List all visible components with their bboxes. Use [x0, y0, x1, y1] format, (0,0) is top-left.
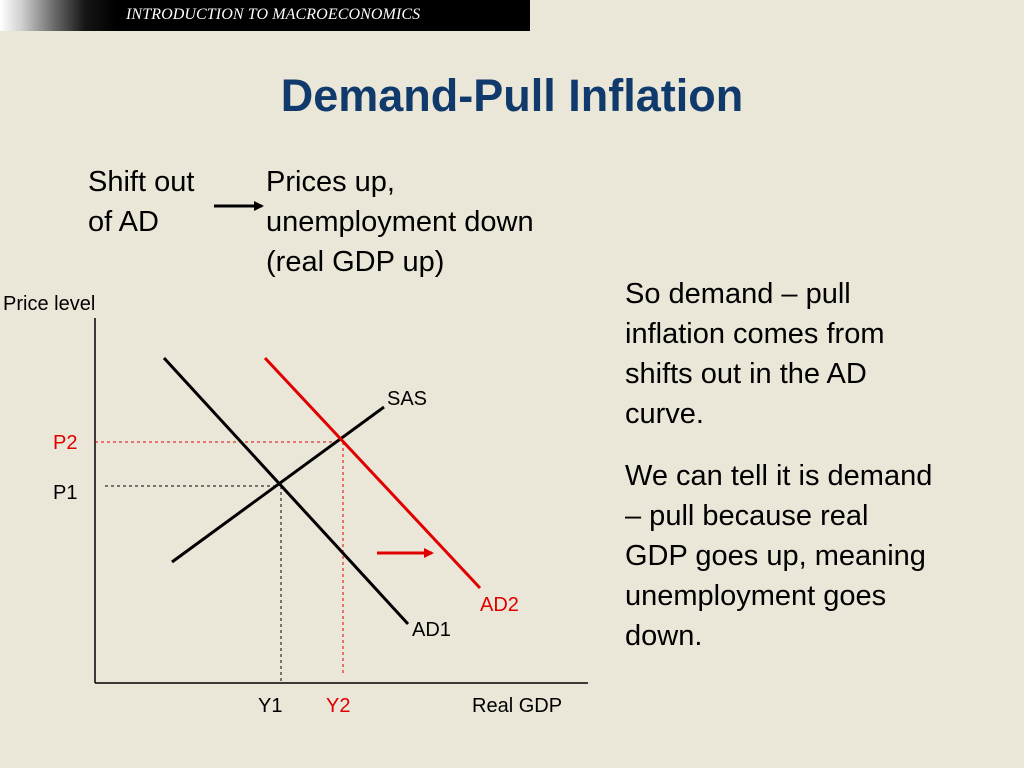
shift-line: Shift out [88, 166, 195, 198]
x-axis-label: Real GDP [472, 695, 562, 717]
sas-curve [171, 405, 385, 564]
y-axis-label: Price level [3, 293, 95, 315]
explanation-line: curve. [625, 398, 704, 430]
explanation-line: shifts out in the AD [625, 358, 867, 390]
ad2-curve [263, 356, 482, 590]
ad1-label: AD1 [412, 619, 451, 641]
p1-label: P1 [53, 482, 77, 504]
explanation-line: down. [625, 620, 703, 652]
explanation-line: unemployment goes [625, 580, 887, 612]
result-line: Prices up, [266, 166, 395, 198]
header-bar: INTRODUCTION TO MACROECONOMICS [0, 0, 530, 31]
ad2-label: AD2 [480, 594, 519, 616]
sas-label: SAS [387, 388, 427, 410]
explanation-line: – pull because real [625, 500, 869, 532]
result-line: unemployment down [266, 206, 534, 238]
explanation-line: inflation comes from [625, 318, 885, 350]
y1-label: Y1 [258, 695, 282, 717]
explanation-line: We can tell it is demand [625, 460, 933, 492]
explanation-paragraph-2: We can tell it is demand – pull because … [625, 456, 932, 656]
explanation-paragraph-1: So demand – pull inflation comes from sh… [625, 274, 885, 434]
result-text: Prices up, unemployment down (real GDP u… [266, 162, 534, 282]
p2-label: P2 [53, 432, 77, 454]
header-text: INTRODUCTION TO MACROECONOMICS [126, 6, 421, 23]
ad1-curve [162, 356, 410, 626]
y2-label: Y2 [326, 695, 350, 717]
shift-text: Shift out of AD [88, 162, 194, 242]
explanation-line: GDP goes up, meaning [625, 540, 926, 572]
result-line: (real GDP up) [266, 246, 445, 278]
explanation-line: So demand – pull [625, 278, 851, 310]
slide-title: Demand-Pull Inflation [280, 70, 744, 121]
shift-line: of AD [88, 206, 159, 238]
